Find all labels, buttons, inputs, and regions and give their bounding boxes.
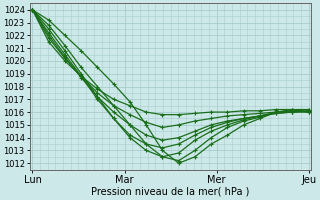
X-axis label: Pression niveau de la mer( hPa ): Pression niveau de la mer( hPa ) [92,187,250,197]
